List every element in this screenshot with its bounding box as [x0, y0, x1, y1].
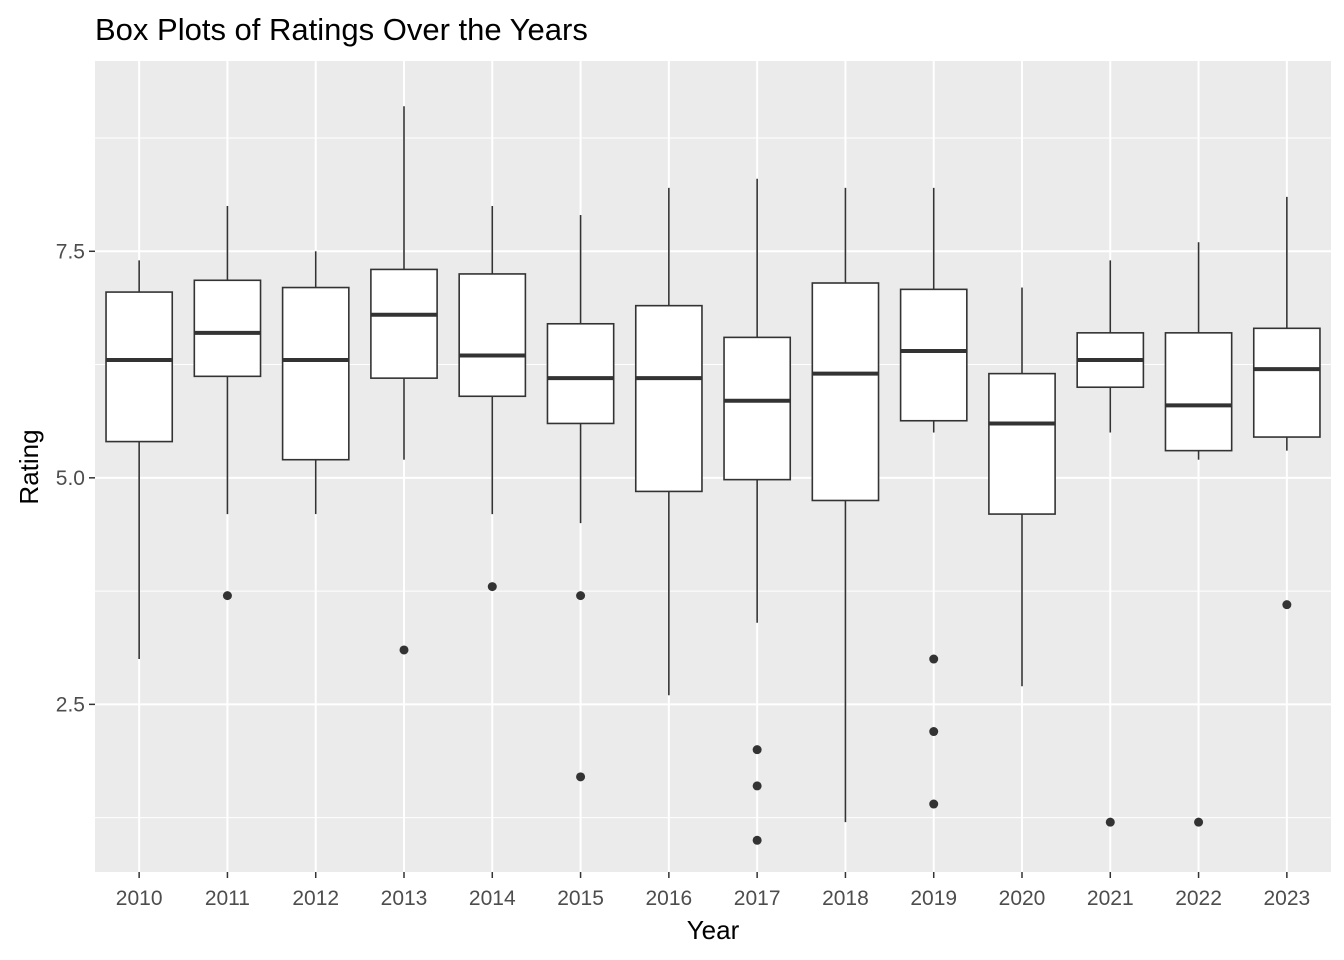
y-tick-label: 7.5 — [56, 240, 85, 263]
outlier-point — [576, 772, 586, 782]
box-2021 — [1076, 260, 1145, 827]
box-2014 — [458, 205, 527, 592]
outlier-point — [1282, 600, 1292, 610]
box-iqr — [1164, 332, 1233, 452]
box-iqr — [988, 372, 1056, 515]
outlier-point — [576, 591, 586, 601]
box-2010 — [105, 260, 174, 660]
outlier-point — [752, 835, 762, 845]
box-series — [105, 106, 1321, 845]
box-2023 — [1252, 196, 1321, 610]
outlier-point — [752, 745, 762, 755]
box-2011 — [193, 205, 262, 601]
x-tick-label: 2014 — [469, 887, 516, 910]
box-iqr — [458, 273, 527, 398]
x-tick-label: 2017 — [734, 887, 781, 910]
x-tick-label: 2016 — [645, 887, 692, 910]
box-iqr — [811, 282, 880, 502]
box-2015 — [546, 215, 615, 782]
x-tick-label: 2020 — [999, 887, 1046, 910]
x-tick-label: 2018 — [822, 887, 869, 910]
x-tick-label: 2019 — [910, 887, 957, 910]
box-iqr — [546, 322, 615, 425]
box-2013 — [370, 106, 438, 655]
outlier-point — [1194, 817, 1204, 827]
outlier-point — [222, 591, 232, 601]
box-2019 — [899, 187, 968, 809]
x-axis-title: Year — [687, 915, 740, 945]
y-axis-title: Rating — [14, 429, 44, 504]
chart-title: Box Plots of Ratings Over the Years — [95, 12, 588, 47]
x-tick-label: 2015 — [557, 887, 604, 910]
plot-panel — [95, 61, 1331, 872]
outlier-point — [929, 654, 939, 664]
x-tick-label: 2013 — [381, 887, 428, 910]
box-2018 — [811, 187, 880, 823]
outlier-point — [399, 645, 409, 655]
box-2016 — [634, 187, 703, 696]
x-tick-label: 2010 — [116, 887, 163, 910]
outlier-point — [929, 727, 939, 737]
y-tick-label: 5.0 — [56, 467, 85, 490]
outlier-point — [1105, 817, 1115, 827]
box-iqr — [281, 286, 350, 461]
box-iqr — [634, 304, 703, 493]
outlier-point — [752, 781, 762, 791]
box-2017 — [723, 178, 792, 845]
x-tick-label: 2021 — [1087, 887, 1134, 910]
x-tick-label: 2023 — [1263, 887, 1310, 910]
outlier-point — [929, 799, 939, 809]
x-tick-label: 2011 — [205, 887, 250, 910]
box-2020 — [988, 287, 1056, 687]
x-tick-label: 2012 — [292, 887, 339, 910]
box-iqr — [370, 268, 438, 379]
x-axis: 2010 2011 2012 2013 2014 2015 2016 2017 2018 2019… — [116, 872, 1310, 910]
x-tick-label: 2022 — [1175, 887, 1222, 910]
outlier-point — [487, 582, 497, 592]
box-iqr — [193, 279, 262, 378]
box-iqr — [723, 336, 792, 481]
box-2012 — [281, 251, 350, 515]
box-2022 — [1164, 242, 1233, 827]
y-tick-label: 2.5 — [56, 693, 85, 716]
box-iqr — [1252, 327, 1321, 438]
box-iqr — [105, 291, 174, 443]
y-axis: 2.5 5.0 7.5 — [56, 240, 95, 716]
box-iqr — [899, 288, 968, 422]
